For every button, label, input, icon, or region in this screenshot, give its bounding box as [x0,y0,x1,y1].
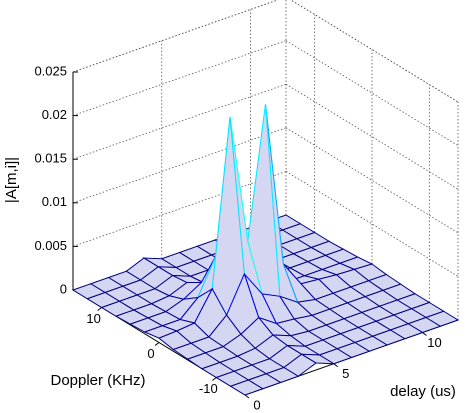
y-tick-label: 10 [86,311,100,326]
y-tick-label: 0 [147,346,154,361]
y-axis-label: Doppler (KHz) [50,372,145,389]
grid-line [72,83,287,160]
z-tick-label: 0.02 [42,107,67,122]
x-tick [244,394,250,399]
x-tick-label: 5 [342,366,349,381]
y-tick-label: -10 [199,381,218,396]
z-tick-label: 0.005 [34,238,67,253]
z-tick-label: 0 [60,281,67,296]
grid-line [290,0,459,103]
grid-line [72,127,287,204]
z-tick-label: 0.025 [34,63,67,78]
y-tick [212,377,217,381]
z-axis-label: |A[m,i]| [3,157,20,203]
y-tick [154,342,160,346]
box-edge [72,0,279,73]
grid-line [72,171,287,247]
x-axis-label: delay (us) [390,383,456,400]
x-tick [422,332,427,336]
y-tick [97,307,102,311]
grid-line [72,40,287,116]
mesh-cell [229,379,264,396]
x-tick-label: 10 [427,335,441,350]
grid-line [72,0,279,73]
z-tick-label: 0.01 [42,194,67,209]
x-tick-label: 0 [253,397,260,412]
z-tick-label: 0.015 [34,151,67,166]
